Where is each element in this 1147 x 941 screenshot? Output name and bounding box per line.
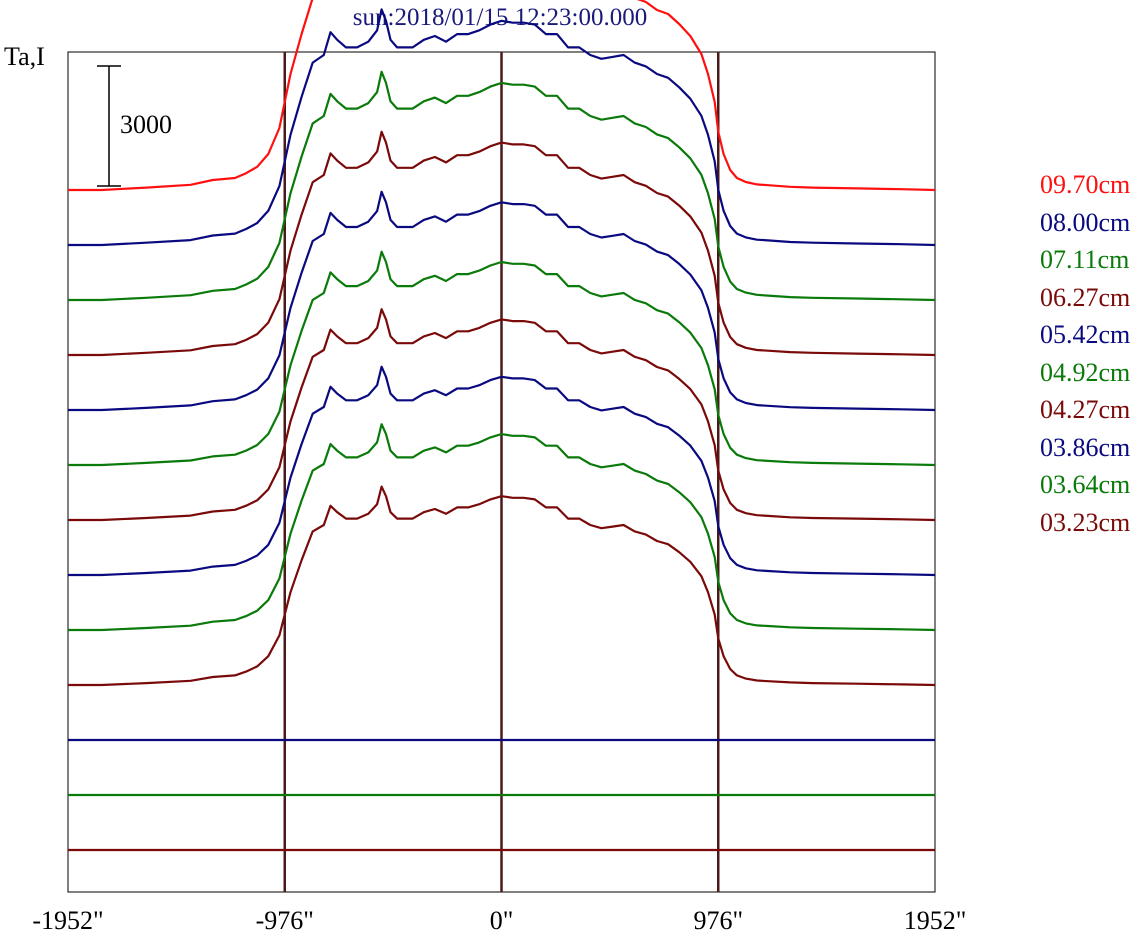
x-tick-label: -976" [255,906,314,935]
legend-entry: 08.00cm [1040,207,1131,237]
series-line [68,365,936,577]
series-line [68,423,936,632]
series-line [68,190,936,412]
legend-entry: 06.27cm [1040,282,1131,312]
legend-entry: 04.92cm [1040,357,1131,387]
scale-bar-label: 3000 [120,110,172,139]
series-line [68,130,936,357]
series-line [68,70,936,302]
series-line [68,0,936,192]
series-line [68,8,936,247]
x-tick-label: 976" [693,906,744,935]
legend-entry: 04.27cm [1040,395,1131,424]
x-tick-label: 1952" [903,906,967,935]
chart-title: sun:2018/01/15 12:23:00.000 [352,4,648,31]
series-line [68,250,936,467]
y-axis-label: Ta,I [4,42,45,71]
legend-entry: 07.11cm [1040,245,1130,274]
x-tick-label: 0" [489,906,514,935]
legend-entry: 03.86cm [1040,432,1131,462]
series-line [68,485,936,687]
legend-entry: 09.70cm [1040,170,1131,199]
legend-entry: 03.64cm [1040,470,1131,499]
legend-entry: 05.42cm [1040,320,1131,349]
legend-entry: 03.23cm [1040,507,1131,537]
series-line [68,308,936,522]
x-tick-label: -1952" [32,906,104,935]
